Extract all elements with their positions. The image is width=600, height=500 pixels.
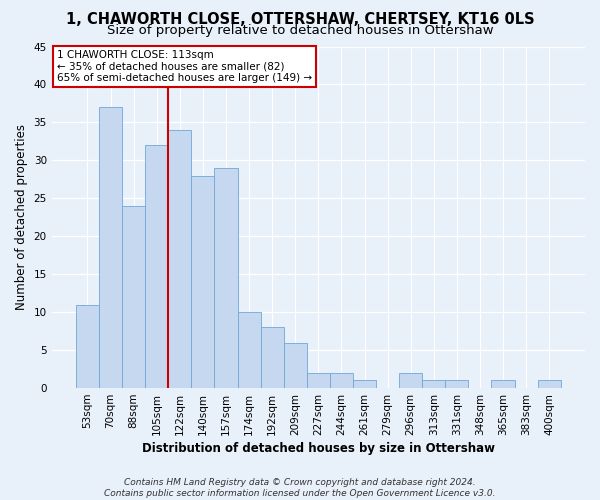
- Bar: [330, 373, 353, 388]
- Text: 1 CHAWORTH CLOSE: 113sqm
← 35% of detached houses are smaller (82)
65% of semi-d: 1 CHAWORTH CLOSE: 113sqm ← 35% of detach…: [57, 50, 312, 83]
- Bar: [445, 380, 469, 388]
- Bar: [76, 304, 99, 388]
- Bar: [168, 130, 191, 388]
- Text: Contains HM Land Registry data © Crown copyright and database right 2024.
Contai: Contains HM Land Registry data © Crown c…: [104, 478, 496, 498]
- Bar: [214, 168, 238, 388]
- Y-axis label: Number of detached properties: Number of detached properties: [15, 124, 28, 310]
- Bar: [538, 380, 561, 388]
- Text: Size of property relative to detached houses in Ottershaw: Size of property relative to detached ho…: [107, 24, 493, 37]
- Bar: [191, 176, 214, 388]
- Bar: [399, 373, 422, 388]
- Bar: [260, 328, 284, 388]
- Bar: [284, 342, 307, 388]
- Bar: [238, 312, 260, 388]
- Bar: [122, 206, 145, 388]
- Text: 1, CHAWORTH CLOSE, OTTERSHAW, CHERTSEY, KT16 0LS: 1, CHAWORTH CLOSE, OTTERSHAW, CHERTSEY, …: [65, 12, 535, 28]
- Bar: [422, 380, 445, 388]
- X-axis label: Distribution of detached houses by size in Ottershaw: Distribution of detached houses by size …: [142, 442, 495, 455]
- Bar: [99, 107, 122, 388]
- Bar: [145, 145, 168, 388]
- Bar: [307, 373, 330, 388]
- Bar: [353, 380, 376, 388]
- Bar: [491, 380, 515, 388]
